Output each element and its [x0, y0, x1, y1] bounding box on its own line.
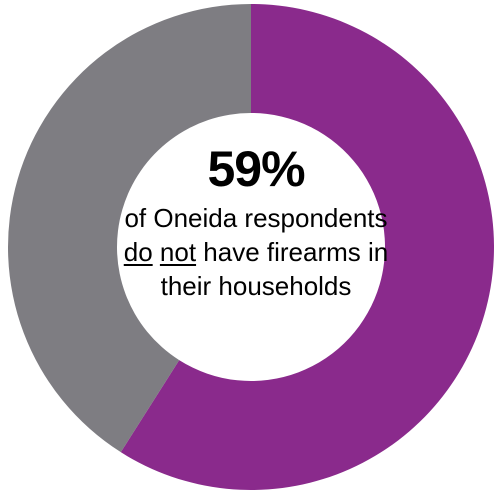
caption-part-underlined: not	[159, 237, 197, 267]
donut-slice-0	[120, 4, 494, 490]
caption-part-underlined: do	[123, 237, 153, 267]
caption-part	[153, 237, 160, 267]
caption-part: of Oneida respondents	[124, 203, 388, 233]
center-label: 59% of Oneida respondents do not have fi…	[121, 141, 391, 303]
caption-part: have firearms in their households	[160, 237, 389, 301]
donut-slice-1	[8, 4, 251, 453]
caption-text: of Oneida respondents do not have firear…	[121, 201, 391, 303]
percentage-value: 59%	[207, 141, 305, 197]
